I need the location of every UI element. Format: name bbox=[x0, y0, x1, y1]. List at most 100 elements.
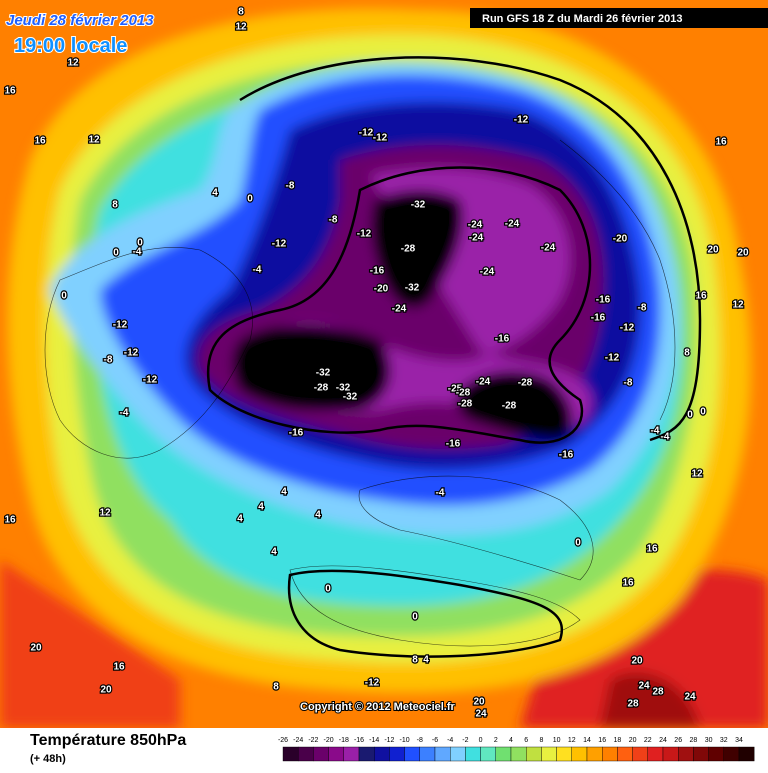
contour-label: -24 bbox=[505, 219, 520, 230]
contour-label: 4 bbox=[271, 547, 277, 558]
colorbar-swatch bbox=[389, 746, 405, 762]
contour-label: 12 bbox=[67, 58, 79, 69]
contour-label: -12 bbox=[272, 239, 287, 250]
colorbar-swatch bbox=[662, 746, 679, 762]
contour-label: -32 bbox=[336, 383, 351, 394]
contour-label: -20 bbox=[613, 234, 628, 245]
colorbar-swatch bbox=[723, 746, 740, 762]
contour-label: 0 bbox=[325, 584, 331, 595]
contour-label: 4 bbox=[281, 487, 287, 498]
contour-label: 4 bbox=[423, 655, 429, 666]
contour-label: -8 bbox=[104, 355, 113, 366]
colorbar-swatch bbox=[404, 746, 421, 762]
colorbar-swatch bbox=[647, 746, 664, 762]
contour-label: 16 bbox=[4, 86, 16, 97]
forecast-lead: (+ 48h) bbox=[30, 753, 66, 765]
contour-label: -4 bbox=[133, 247, 142, 258]
contour-label: 4 bbox=[315, 510, 321, 521]
contour-label: 20 bbox=[631, 656, 643, 667]
contour-label: 0 bbox=[137, 238, 143, 249]
colorbar-swatch bbox=[434, 746, 451, 762]
contour-label: -16 bbox=[446, 439, 461, 450]
contour-label: -12 bbox=[514, 115, 529, 126]
contour-label: -32 bbox=[343, 392, 358, 403]
colorbar-tick-label: 18 bbox=[614, 737, 622, 744]
colorbar-tick-label: 16 bbox=[598, 737, 606, 744]
contour-label: -12 bbox=[373, 133, 388, 144]
contour-label: -4 bbox=[436, 488, 445, 499]
colorbar-tick-label: 10 bbox=[553, 737, 561, 744]
contour-label: -24 bbox=[392, 304, 407, 315]
contour-label: -32 bbox=[411, 200, 426, 211]
contour-label: 0 bbox=[700, 407, 706, 418]
contour-label: 16 bbox=[695, 291, 707, 302]
colorbar-tick-label: 6 bbox=[524, 737, 528, 744]
contour-label: 0 bbox=[687, 410, 693, 421]
contour-label: -12 bbox=[620, 323, 635, 334]
colorbar-swatch bbox=[541, 746, 557, 762]
contour-label: -32 bbox=[316, 368, 331, 379]
contour-label: -12 bbox=[124, 348, 139, 359]
colorbar-swatch bbox=[343, 746, 360, 762]
contour-label: -12 bbox=[605, 353, 620, 364]
colorbar-swatch bbox=[450, 746, 466, 762]
run-box bbox=[470, 8, 768, 28]
contour-label: 16 bbox=[113, 662, 125, 673]
colorbar-swatch bbox=[465, 746, 481, 762]
contour-label: -28 bbox=[502, 401, 517, 412]
contour-label: 12 bbox=[99, 508, 111, 519]
colorbar-swatch bbox=[298, 746, 314, 762]
contour-label: -25 bbox=[448, 384, 463, 395]
contour-label: -12 bbox=[359, 128, 374, 139]
colorbar: -26 -24 -22 -20 -18 -16 -14 -12 -10 -8 -6 -4 -2 0 2 4 6 8… bbox=[278, 737, 755, 762]
contour-label: -16 bbox=[559, 450, 574, 461]
contour-label: 12 bbox=[732, 300, 744, 311]
colorbar-swatch bbox=[738, 746, 755, 762]
contour-labels: -32-24 -24-24-24-28-24-16-20 -32-24-12 -12-… bbox=[3, 5, 750, 720]
colorbar-tick-label: 30 bbox=[705, 737, 713, 744]
contour-label: -8 bbox=[638, 303, 647, 314]
colorbar-swatch bbox=[526, 746, 542, 762]
colorbar-swatch bbox=[556, 746, 572, 762]
footer-title: Température 850hPa bbox=[30, 732, 186, 749]
local-time: 19:00 locale bbox=[14, 35, 127, 57]
contour-label: -4 bbox=[120, 408, 129, 419]
contour-label: 28 bbox=[652, 687, 664, 698]
contour-label: -12 bbox=[143, 375, 158, 386]
contour-label: -28 bbox=[518, 378, 533, 389]
contour-label: -8 bbox=[286, 181, 295, 192]
date-title: Jeudi 28 février 2013 bbox=[6, 12, 154, 29]
colorbar-swatch bbox=[374, 746, 390, 762]
contour-label: 16 bbox=[4, 515, 16, 526]
contour-label: -16 bbox=[591, 313, 606, 324]
contour-label: 12 bbox=[88, 135, 100, 146]
contour-label: 0 bbox=[247, 194, 253, 205]
colorbar-tick-label: 34 bbox=[735, 737, 743, 744]
colorbar-swatch bbox=[313, 746, 329, 762]
contour-label: 16 bbox=[715, 137, 727, 148]
contour-label: 0 bbox=[113, 248, 119, 259]
colorbar-swatch bbox=[328, 746, 345, 762]
colorbar-tick-label: -24 bbox=[293, 737, 303, 744]
copyright: Copyright © 2012 Meteociel.fr bbox=[300, 701, 456, 713]
contour-label: -24 bbox=[541, 243, 556, 254]
contour-label: -28 bbox=[458, 399, 473, 410]
colorbar-swatch bbox=[632, 746, 648, 762]
colorbar-swatch bbox=[495, 746, 512, 762]
contour-label: -28 bbox=[401, 244, 416, 255]
colorbar-tick-label: -20 bbox=[324, 737, 334, 744]
contour-label: -16 bbox=[289, 428, 304, 439]
contour-label: -16 bbox=[596, 295, 611, 306]
contour-label: 20 bbox=[30, 643, 42, 654]
contour-label: -24 bbox=[476, 377, 491, 388]
colorbar-swatch bbox=[678, 746, 694, 762]
temperature-field bbox=[0, 0, 768, 728]
colorbar-swatch bbox=[358, 746, 375, 762]
colorbar-swatch bbox=[571, 746, 588, 762]
colorbar-tick-label: 22 bbox=[644, 737, 652, 744]
colorbar-tick-label: -8 bbox=[417, 737, 423, 744]
colorbar-tick-label: -22 bbox=[308, 737, 318, 744]
contour-label: 24 bbox=[684, 692, 696, 703]
colorbar-tick-label: 32 bbox=[720, 737, 728, 744]
contour-label: 28 bbox=[627, 699, 639, 710]
